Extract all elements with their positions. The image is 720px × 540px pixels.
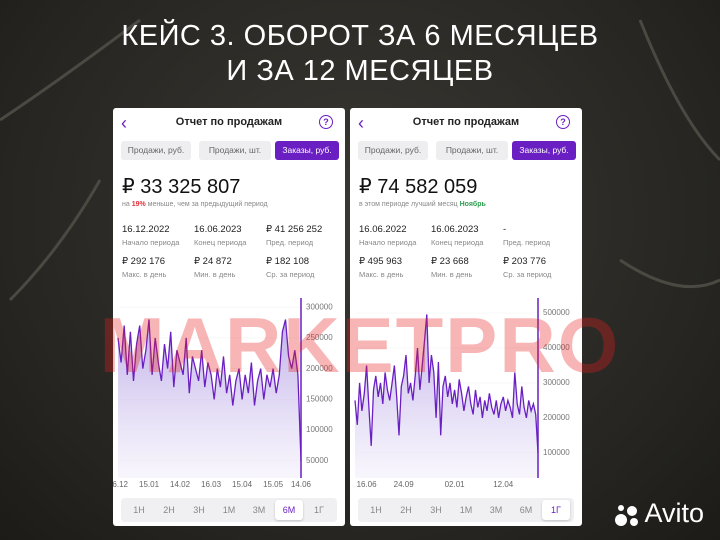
- note-text: на: [122, 201, 132, 208]
- brand-name: Avito: [644, 498, 704, 528]
- tab[interactable]: Продажи, шт.: [436, 141, 508, 160]
- stat-value: 16.06.2022: [359, 224, 407, 235]
- x-tick-label: 15.05: [263, 480, 284, 488]
- period-button[interactable]: 1Н: [133, 505, 145, 515]
- stat-label: Конец периода: [194, 238, 247, 247]
- note-text: в этом периоде лучший месяц: [359, 201, 460, 208]
- stat-value: 16.06.2023: [194, 224, 242, 235]
- y-tick-label: 400000: [543, 343, 570, 352]
- total-amount: ₽ 74 582 059: [359, 176, 478, 198]
- x-tick-label: 14.02: [170, 480, 191, 488]
- comparison-note: в этом периоде лучший месяц Ноябрь: [359, 201, 486, 208]
- stat-label: Макс. в день: [359, 270, 404, 279]
- stat-value: -: [503, 224, 507, 235]
- sales-chart: 300000 250000 200000 150000 100000 50000 16.12…: [113, 298, 333, 488]
- area-fill: [355, 314, 538, 478]
- period-button[interactable]: 3М: [489, 505, 503, 515]
- sales-line: [354, 314, 539, 453]
- y-tick-label: 200000: [306, 364, 333, 373]
- stat-label: Макс. в день: [122, 270, 167, 279]
- stat-value: 16.06.2023: [431, 224, 479, 235]
- stat-value: 16.12.2022: [122, 224, 170, 235]
- tab[interactable]: Продажи, руб.: [121, 141, 191, 160]
- stat-label: Ср. за период: [503, 270, 552, 279]
- watermark: MARKETPRO: [99, 301, 621, 389]
- period-bar: [358, 498, 574, 522]
- y-tick-label: 300000: [543, 378, 570, 387]
- note-text: 19%: [131, 201, 146, 208]
- back-button[interactable]: ‹: [121, 113, 127, 133]
- help-button[interactable]: ?: [319, 115, 333, 129]
- stat-label: Пред. период: [266, 238, 314, 247]
- note-text: Ноябрь: [459, 201, 486, 208]
- stat-label: Ср. за период: [266, 270, 315, 279]
- tab[interactable]: Заказы, руб.: [512, 141, 576, 160]
- y-tick-label: 200000: [543, 413, 570, 422]
- title: И ЗА 12 МЕСЯЦЕВ: [226, 55, 494, 87]
- stat-value: ₽ 24 872: [194, 256, 232, 267]
- y-tick-label: 100000: [543, 448, 570, 457]
- period-button[interactable]: 2Н: [400, 505, 412, 515]
- note-text: меньше, чем за предыдущий период: [145, 201, 268, 208]
- x-tick-label: 14.06: [291, 480, 312, 488]
- stat-value: ₽ 41 256 252: [266, 224, 323, 235]
- stat-label: Пред. период: [503, 238, 551, 247]
- stat-label: Мин. в день: [194, 270, 236, 279]
- stat-value: ₽ 182 108: [266, 256, 310, 267]
- stat-value: ₽ 23 668: [431, 256, 469, 267]
- title: КЕЙС 3. ОБОРОТ ЗА 6 МЕСЯЦЕВ: [121, 20, 599, 52]
- phone-screen: ‹ Отчет по продажам? Продажи, руб. Продажи,…: [350, 108, 582, 526]
- stat-label: Начало периода: [359, 238, 417, 247]
- brand-logo: Avito: [614, 498, 704, 529]
- sales-chart: 500000 400000 300000 200000 100000 16.06 24.09…: [354, 298, 570, 488]
- brand-icon: [615, 504, 639, 526]
- stat-value: ₽ 495 963: [359, 256, 403, 267]
- period-button[interactable]: 1М: [222, 505, 236, 515]
- x-tick-label: 12.04: [493, 480, 514, 488]
- stat-label: Конец периода: [431, 238, 484, 247]
- period-button[interactable]: 2Н: [163, 505, 175, 515]
- y-tick-label: 100000: [306, 425, 333, 434]
- period-button[interactable]: 1Г: [542, 500, 570, 520]
- y-tick-label: 300000: [306, 302, 333, 311]
- period-button[interactable]: 1Н: [370, 505, 382, 515]
- y-tick-label: 150000: [306, 394, 333, 403]
- x-tick-label: 16.12: [113, 480, 129, 488]
- back-button[interactable]: ‹: [358, 113, 364, 133]
- period-button[interactable]: 3М: [252, 505, 266, 515]
- x-tick-label: 02.01: [445, 480, 466, 488]
- stat-label: Мин. в день: [431, 270, 473, 279]
- y-tick-label: 250000: [306, 333, 333, 342]
- total-amount: ₽ 33 325 807: [122, 176, 241, 198]
- comparison-note: на 19% меньше, чем за предыдущий период: [122, 201, 268, 208]
- y-tick-label: 500000: [543, 308, 570, 317]
- x-tick-label: 16.06: [357, 480, 378, 488]
- tab[interactable]: Заказы, руб.: [275, 141, 339, 160]
- x-tick-label: 15.04: [232, 480, 253, 488]
- tab[interactable]: Продажи, шт.: [199, 141, 271, 160]
- tab[interactable]: Продажи, руб.: [358, 141, 428, 160]
- x-tick-label: 16.03: [201, 480, 222, 488]
- stat-value: ₽ 203 776: [503, 256, 547, 267]
- stat-label: Начало периода: [122, 238, 180, 247]
- phone-screen: ‹ Отчет по продажам? Продажи, руб. Продажи,…: [113, 108, 345, 526]
- y-tick-label: 50000: [306, 456, 329, 465]
- screen-title: Отчет по продажам: [412, 116, 520, 128]
- help-button[interactable]: ?: [556, 115, 570, 129]
- period-button[interactable]: 6М: [275, 500, 303, 520]
- period-button[interactable]: 6М: [519, 505, 533, 515]
- period-button[interactable]: 1М: [459, 505, 473, 515]
- period-button[interactable]: 3Н: [430, 505, 442, 515]
- screen-title: Отчет по продажам: [175, 116, 283, 128]
- stat-value: ₽ 292 176: [122, 256, 166, 267]
- sales-line: [117, 319, 302, 461]
- x-tick-label: 15.01: [139, 480, 160, 488]
- period-button[interactable]: 3Н: [193, 505, 205, 515]
- period-button[interactable]: 1Г: [314, 505, 324, 515]
- x-tick-label: 24.09: [394, 480, 415, 488]
